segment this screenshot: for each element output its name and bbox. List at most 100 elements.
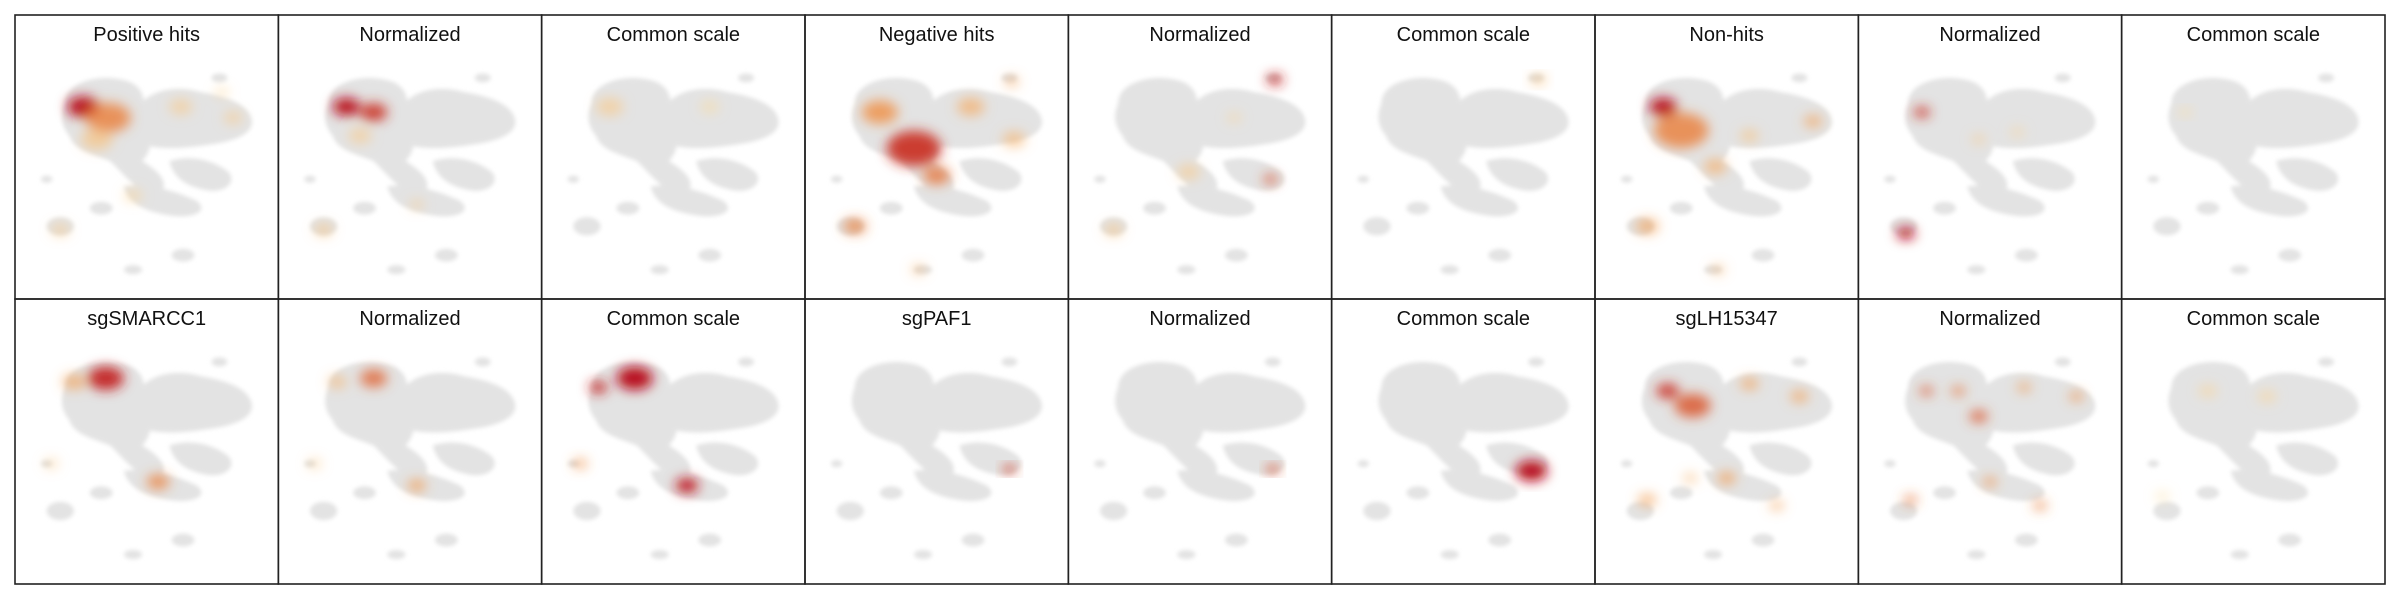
density-spot-1: [1896, 227, 1915, 240]
cell-cluster-8: [1488, 533, 1512, 547]
cell-cluster-1: [399, 372, 516, 433]
density-spot-3: [1803, 115, 1823, 128]
cell-cluster-6: [1143, 201, 1166, 215]
density-layer: [843, 77, 1026, 275]
density-spot-0: [1649, 97, 1677, 116]
density-spot-3: [2017, 382, 2031, 392]
cell-cluster-1: [1453, 88, 1569, 149]
panel-title: Normalized: [1149, 24, 1250, 46]
density-spot-0: [359, 369, 388, 388]
density-spot-3: [314, 223, 333, 236]
cell-cluster-3: [387, 185, 465, 217]
density-spot-2: [1703, 159, 1727, 174]
density-layer: [1265, 464, 1280, 474]
cell-cluster-2: [2012, 158, 2075, 191]
cell-cluster-3: [1967, 469, 2045, 501]
cell-cluster-4: [1889, 501, 1918, 521]
cell-cluster-1: [1453, 372, 1569, 433]
density-layer: [44, 366, 170, 490]
cell-cluster-5: [1620, 175, 1633, 183]
cell-cluster-5: [1620, 460, 1633, 468]
cell-cluster-1: [136, 372, 252, 433]
panel-title: Negative hits: [879, 24, 995, 46]
cell-cloud: [1357, 357, 1569, 560]
panel-r1-c5: Common scale: [1330, 298, 1596, 585]
cell-cluster-5: [830, 460, 843, 468]
panel-r1-c6: sgLH15347: [1594, 298, 1860, 585]
cell-cloud: [2147, 73, 2359, 275]
cell-cluster-8: [1751, 248, 1775, 262]
density-layer: [573, 366, 699, 493]
panel-r0-c4: Normalized: [1067, 14, 1333, 300]
cell-cluster-3: [650, 185, 729, 217]
density-spot-2: [675, 478, 699, 493]
umap-map: [40, 73, 252, 275]
cell-cluster-9: [211, 357, 228, 367]
cell-cluster-4: [1626, 501, 1654, 521]
density-spot-1: [700, 100, 719, 113]
cell-cluster-1: [1189, 88, 1306, 149]
cell-cluster-1: [926, 372, 1042, 433]
density-spot-0: [2178, 107, 2192, 117]
cell-cluster-4: [1363, 217, 1391, 236]
cell-cluster-2: [169, 442, 232, 476]
cell-cluster-3: [1440, 469, 1519, 501]
panel-frame: [1594, 298, 1860, 585]
density-spot-1: [1674, 393, 1711, 418]
cell-cloud: [567, 357, 779, 560]
density-spot-3: [2010, 127, 2025, 137]
density-spot-2: [923, 166, 951, 185]
cell-cluster-9: [474, 357, 491, 367]
cell-cluster-4: [46, 501, 74, 521]
density-spot-3: [573, 459, 587, 469]
density-spot-1: [328, 375, 347, 388]
cell-cluster-9: [2054, 73, 2071, 83]
panel-title: Non-hits: [1689, 24, 1763, 46]
cell-cluster-7: [387, 550, 406, 560]
cell-cluster-6: [879, 201, 903, 215]
umap-map: [2147, 357, 2359, 560]
cell-cluster-2: [1749, 442, 1812, 476]
density-layer: [1896, 107, 2025, 240]
density-spot-4: [410, 200, 424, 209]
cell-cluster-8: [435, 533, 458, 547]
density-spot-3: [169, 99, 193, 115]
density-spot-4: [1635, 218, 1659, 234]
panel-r1-c2: Common scale: [540, 298, 806, 585]
panel-title: Common scale: [607, 308, 740, 330]
cell-cluster-5: [1357, 460, 1369, 468]
density-spot-4: [2069, 392, 2084, 401]
cell-cluster-1: [2243, 372, 2359, 433]
density-spot-1: [62, 374, 86, 390]
density-spot-6: [1710, 265, 1725, 275]
cell-cluster-3: [1703, 185, 1782, 217]
panel-r1-c7: Normalized: [1857, 298, 2123, 585]
cell-cluster-7: [1967, 550, 1986, 560]
cell-cluster-8: [2015, 533, 2038, 547]
cell-cluster-5: [1094, 460, 1106, 468]
cell-cluster-5: [304, 175, 316, 183]
panel-r0-c1: Normalized: [277, 14, 543, 300]
density-spot-5: [1903, 495, 1918, 505]
umap-map: [40, 357, 252, 560]
panel-title: Common scale: [1397, 24, 1530, 46]
cell-cloud: [40, 357, 252, 560]
cell-cluster-5: [567, 175, 579, 183]
cell-cluster-5: [1884, 175, 1896, 183]
density-layer: [1530, 74, 1547, 85]
density-layer: [51, 87, 243, 236]
cell-cluster-7: [1967, 265, 1986, 275]
cell-cluster-6: [1669, 486, 1693, 500]
cell-cluster-6: [1143, 486, 1166, 500]
panel-r1-c0: sgSMARCC1: [14, 298, 280, 585]
panel-title: Normalized: [1939, 24, 2040, 46]
cell-cluster-4: [309, 501, 338, 521]
density-spot-2: [146, 474, 170, 490]
cell-cluster-3: [2230, 469, 2309, 501]
umap-map: [1357, 357, 1569, 560]
density-layer: [1635, 97, 1823, 275]
cell-cluster-9: [1264, 357, 1281, 367]
cell-cluster-8: [435, 248, 458, 262]
density-spot-0: [616, 366, 653, 391]
panel-r0-c3: Negative hits: [804, 14, 1070, 300]
